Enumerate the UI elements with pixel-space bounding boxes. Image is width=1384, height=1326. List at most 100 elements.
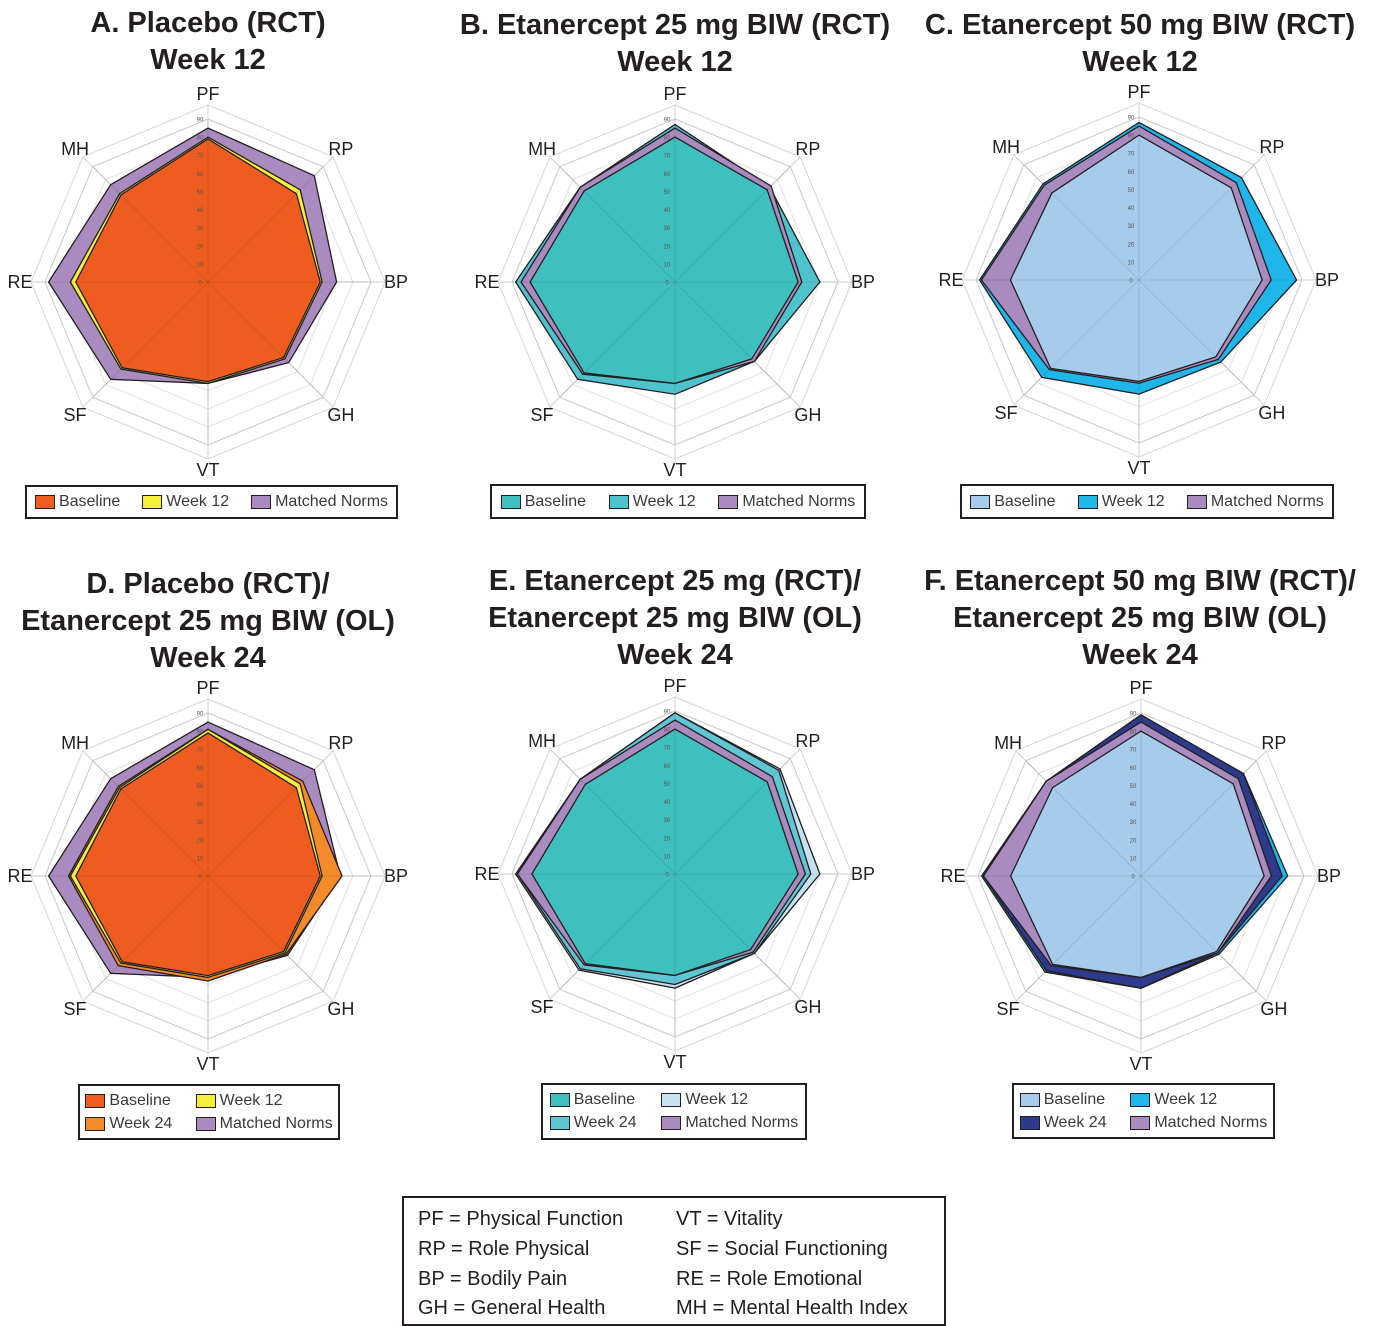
chart-title: B. Etanercept 25 mg BIW (RCT) Week 12 [445,7,905,81]
overlay-spoke [674,873,791,990]
legend-label: Baseline [573,1091,636,1108]
tick-label: 40 [1128,206,1135,212]
axis-label-sf: SF [64,405,87,425]
tick-label: 40 [197,802,204,808]
series-area-baseline [531,728,799,977]
chart-title: E. Etanercept 25 mg (RCT)/ Etanercept 25 … [445,563,905,674]
radar-chart: 0 10 20 30 40 50 60 70 80 90 PF RP BP GH VT SF RE MH [7,84,408,480]
chart-title-line: Etanercept 25 mg BIW (OL) [488,602,862,634]
legend-swatch [1130,1115,1151,1130]
legend-item: Baseline [970,492,1056,512]
chart-title-line: Etanercept 25 mg BIW (OL) [953,602,1327,634]
tick-label: 30 [1130,820,1137,826]
tick-label: 60 [1128,170,1135,176]
overlay-spoke [207,281,324,398]
legend-item: Week 12 [195,1091,333,1111]
chart-title-line: Week 24 [617,639,733,671]
tick-label: 70 [197,154,204,160]
overlay-spoke [674,166,791,283]
legend-label: Week 12 [1101,492,1165,510]
tick-label: 60 [197,172,204,178]
chart-title: D. Placebo (RCT)/ Etanercept 25 mg BIW (O… [0,566,416,677]
tick-label: 30 [197,226,204,232]
overlay-spoke [1140,875,1257,992]
series-area-baseline [529,136,799,385]
overlay-spoke [1023,279,1140,396]
series-area-baseline [1009,134,1263,383]
radar-chart: 0 10 20 30 40 50 60 70 80 90 PF RP BP GH VT SF RE MH [940,678,1341,1074]
tick-label: 0 [1129,279,1133,285]
legend-swatch [195,1116,216,1131]
tick-label: 40 [664,208,671,214]
overlay-spoke [1025,875,1142,992]
chart-title-line: A. Placebo (RCT) [90,7,326,39]
axis-label-rp: RP [1259,137,1284,157]
chart-title-line: Week 12 [1082,46,1198,78]
legend-item: Week 12 [608,492,696,512]
legend-label: Matched Norms [1210,492,1324,510]
series-area-baseline [75,138,321,383]
tick-label: 90 [1130,712,1137,718]
legend-swatch [34,495,55,509]
tick-label: 40 [1130,802,1137,808]
legend-label: Matched Norms [275,493,389,510]
tick-label: 0 [665,281,669,287]
axis-label-sf: SF [64,999,87,1019]
tick-label: 80 [664,136,671,142]
tick-label: 60 [664,172,671,178]
legend-label: Week 24 [1043,1113,1107,1131]
tick-label: 20 [197,244,204,250]
series-area-baseline [1009,730,1265,979]
legend-label: Week 12 [219,1091,283,1109]
abbreviation-bp: BP = Bodily Pain [418,1267,568,1290]
axis-label-gh: GH [327,405,354,425]
chart-title-line: B. Etanercept 25 mg BIW (RCT) [459,9,891,41]
axis-label-pf: PF [1127,82,1150,102]
tick-label: 10 [664,262,671,268]
abbreviation-vt: VT = Vitality [676,1208,783,1230]
axis-label-re: RE [7,866,32,886]
overlay-spoke [207,760,324,877]
axis-label-mh: MH [528,731,556,751]
overlay-spoke [1025,760,1142,877]
axis-label-bp: BP [384,866,408,886]
axis-label-rp: RP [328,733,353,753]
axis-label-bp: BP [1317,866,1341,886]
tick-label: 70 [664,746,671,752]
axis-label-sf: SF [531,405,554,425]
tick-label: 80 [1130,730,1137,736]
axis-label-bp: BP [1315,270,1339,290]
abbreviation-gh: GH = General Health [418,1297,606,1320]
overlay-spoke [559,758,676,875]
legend-swatch [661,1116,682,1130]
legend-swatch [970,494,991,509]
axis-label-bp: BP [851,864,875,884]
tick-label: 60 [664,764,671,770]
axis-label-re: RE [474,864,499,884]
tick-label: 10 [664,854,671,860]
overlay-spoke [92,760,209,877]
overlay-spoke [1138,279,1255,396]
legend-item: Matched Norms [718,492,855,512]
axis-label-vt: VT [1127,458,1150,478]
legend-swatch [1077,494,1098,509]
axis-label-mh: MH [61,733,89,753]
legend-item: Week 24 [1019,1113,1107,1133]
legend-swatch [549,1116,570,1130]
axis-label-vt: VT [1129,1054,1152,1074]
tick-label: 20 [1130,838,1137,844]
legend-swatch [85,1116,106,1131]
legend-label: Baseline [524,492,587,510]
tick-label: 20 [664,244,671,250]
tick-label: 40 [664,800,671,806]
tick-label: 40 [197,208,204,214]
chart-title-line: Etanercept 25 mg BIW (OL) [21,605,395,637]
axis-label-pf: PF [663,676,686,696]
axis-label-mh: MH [994,733,1022,753]
overlay-spoke [1140,760,1257,877]
tick-label: 30 [664,226,671,232]
tick-label: 70 [664,154,671,160]
abbreviation-rp: RP = Role Physical [418,1237,590,1260]
chart-title-line: Week 24 [1082,639,1198,671]
axis-label-sf: SF [531,997,554,1017]
